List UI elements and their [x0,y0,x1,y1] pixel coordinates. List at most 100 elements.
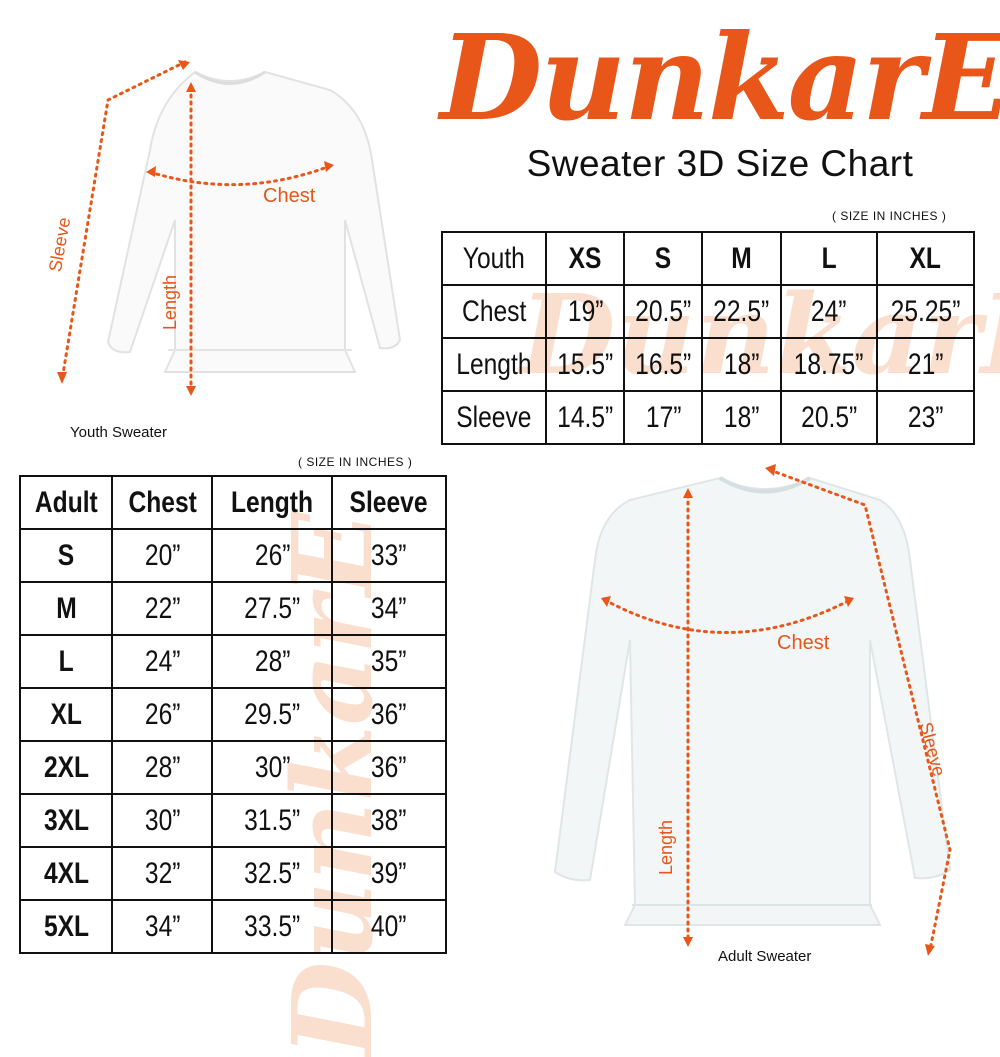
table-cell: 30” [111,793,214,848]
cell-text: 20.5” [635,294,692,328]
header-cell: Chest [111,475,214,530]
table-cell: 4XL [18,846,114,901]
cell-text: 19” [567,294,603,328]
header-cell: L [779,231,879,286]
table-cell: 18” [701,390,782,445]
cell-text: 30” [254,750,291,784]
cell-text: 25.25” [890,294,961,328]
cell-text: 20” [144,538,181,572]
table-cell: 20.5” [623,284,704,339]
table-cell: 32.5” [211,846,334,901]
adult-size-table: Adult Chest Length Sleeve S 20” 26” 33” M 22… [18,475,447,954]
table-cell: 26” [211,528,334,583]
header-cell: Youth [440,231,548,286]
youth-length-label: Length [160,274,180,330]
table-cell: 26” [111,687,214,742]
cell-text: 26” [254,538,291,572]
table-cell: 28” [111,740,214,795]
cell-text: 24” [811,294,847,328]
table-cell: 24” [111,634,214,689]
table-cell: 20.5” [779,390,879,445]
cell-text: 16.5” [635,347,692,381]
cell-text: 20.5” [800,400,857,434]
cell-text: 17” [645,400,682,434]
cell-text: 18.75” [794,347,864,381]
youth-sleeve-measure [60,60,187,382]
youth-unit-note: ( SIZE IN INCHES ) [832,209,947,223]
cell-text: 29.5” [244,697,301,731]
cell-text: 32” [144,856,181,890]
cell-text: 39” [371,856,407,890]
table-cell: 34” [111,899,214,954]
table-row: L 24” 28” 35” [18,634,447,689]
cell-text: M [731,241,752,275]
table-cell: 28” [211,634,334,689]
adult-chest-measure [603,598,852,634]
table-cell: 35” [331,634,447,689]
table-cell: Chest [440,284,548,339]
table-cell: 17” [623,390,704,445]
cell-text: 32.5” [244,856,301,890]
table-row: 3XL 30” 31.5” 38” [18,793,447,848]
table-row: Sleeve 14.5” 17” 18” 20.5” 23” [440,390,975,445]
table-header-row: Youth XS S M L XL [440,231,975,286]
youth-caption: Youth Sweater [70,424,168,441]
cell-text: 18” [723,400,760,434]
cell-text: 28” [144,750,181,784]
table-cell: 34” [331,581,447,636]
table-cell: 18.75” [779,337,879,392]
cell-text: 34” [371,591,407,625]
cell-text: 28” [254,644,291,678]
cell-text: 24” [144,644,181,678]
youth-chest-measure [148,164,332,187]
cell-text: Length [231,485,314,519]
cell-text: XS [568,241,602,275]
cell-text: 5XL [43,909,89,943]
cell-text: L [58,644,74,678]
table-cell: 33.5” [211,899,334,954]
table-cell: 5XL [18,899,114,954]
header-cell: Sleeve [331,475,447,530]
table-cell: 32” [111,846,214,901]
table-row: M 22” 27.5” 34” [18,581,447,636]
cell-text: 33.5” [244,909,301,943]
youth-chest-label: Chest [263,185,316,207]
table-cell: 24” [779,284,879,339]
table-cell: 15.5” [545,337,626,392]
cell-text: 34” [144,909,181,943]
cell-text: 38” [371,803,407,837]
table-cell: M [18,581,114,636]
table-cell: L [18,634,114,689]
cell-text: 18” [723,347,760,381]
cell-text: Adult [34,485,98,519]
table-cell: 2XL [18,740,114,795]
cell-text: 14.5” [557,400,614,434]
adult-chest-label: Chest [777,632,830,654]
cell-text: 30” [144,803,181,837]
table-cell: Sleeve [440,390,548,445]
table-cell: 16.5” [623,337,704,392]
table-cell: 36” [331,740,447,795]
table-row: 4XL 32” 32.5” 39” [18,846,447,901]
table-cell: XL [18,687,114,742]
cell-text: S [655,241,672,275]
cell-text: 26” [144,697,181,731]
cell-text: 3XL [43,803,89,837]
table-cell: 18” [701,337,782,392]
table-cell: 31.5” [211,793,334,848]
cell-text: 33” [371,538,407,572]
cell-text: 2XL [43,750,89,784]
sweater-illustrations [57,60,952,956]
table-cell: S [18,528,114,583]
header-cell: Adult [18,475,114,530]
adult-sleeve-measure [768,468,952,952]
adult-caption: Adult Sweater [718,948,812,965]
table-cell: 33” [331,528,447,583]
table-header-row: Adult Chest Length Sleeve [18,475,447,530]
header-cell: XS [545,231,626,286]
cell-text: Sleeve [350,485,429,519]
table-row: 5XL 34” 33.5” 40” [18,899,447,954]
cell-text: 40” [371,909,407,943]
header-cell: XL [876,231,975,286]
page-title: Sweater 3D Size Chart [526,143,914,184]
